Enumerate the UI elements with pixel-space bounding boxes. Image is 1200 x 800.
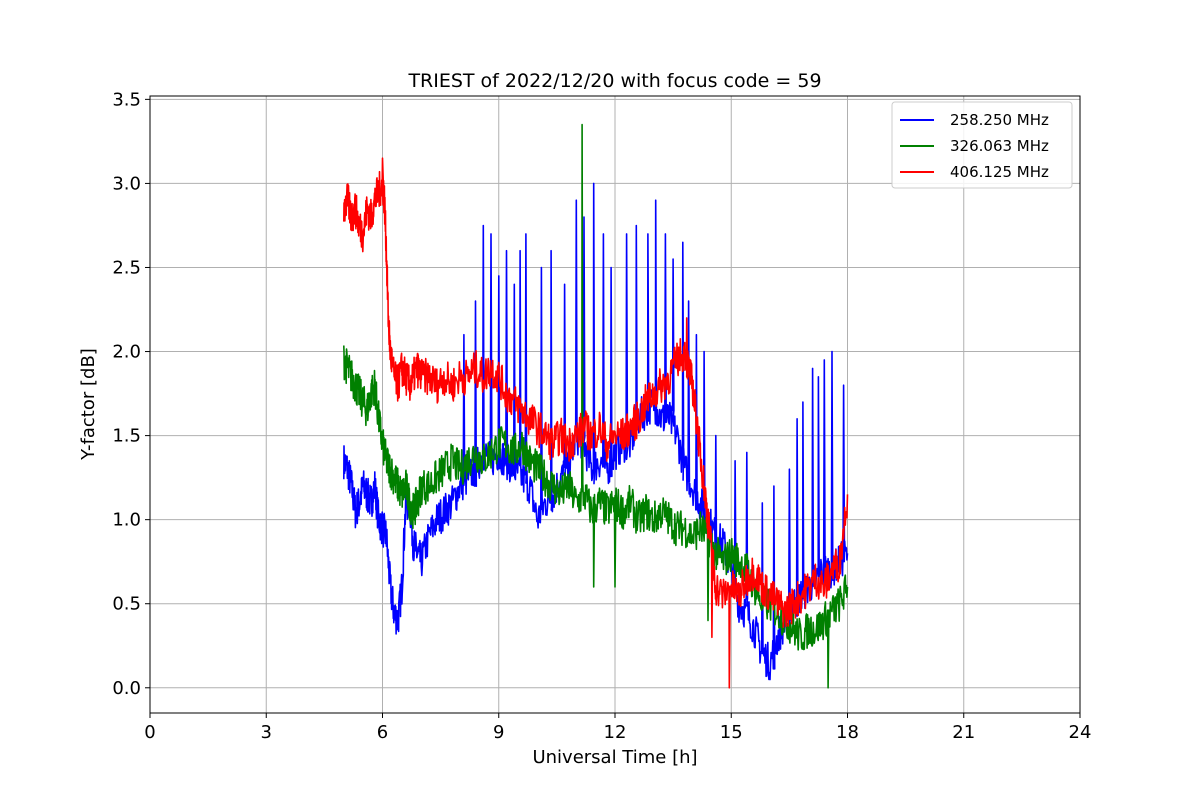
grid <box>149 96 1081 713</box>
y-axis-label: Y-factor [dB] <box>78 348 99 461</box>
x-tick-label: 21 <box>952 722 975 743</box>
axis-ticks: 0 3 6 9 12 15 18 21 24 0.0 0.5 1.0 1.5 2.0 2.5 3.0 3.5 <box>112 89 1091 743</box>
chart-title: TRIEST of 2022/12/20 with focus code = 5… <box>407 70 821 92</box>
y-tick-label: 1.5 <box>112 426 141 447</box>
x-tick-label: 15 <box>720 722 743 743</box>
x-tick-label: 9 <box>493 722 504 743</box>
x-tick-label: 24 <box>1069 722 1092 743</box>
y-tick-label: 0.5 <box>112 594 141 615</box>
y-tick-label: 1.0 <box>112 510 141 531</box>
legend: 258.250 MHz 326.063 MHz 406.125 MHz <box>891 101 1073 189</box>
series-line-1 <box>343 182 849 681</box>
y-tick-label: 0.0 <box>112 678 141 699</box>
x-tick-label: 0 <box>144 722 155 743</box>
x-tick-label: 12 <box>604 722 627 743</box>
legend-frame <box>891 101 1073 189</box>
y-tick-label: 2.0 <box>112 342 141 363</box>
x-axis-label: Universal Time [h] <box>532 747 697 768</box>
legend-label: 258.250 MHz <box>950 111 1049 129</box>
y-tick-label: 3.0 <box>112 173 141 194</box>
y-tick-label: 2.5 <box>112 257 141 278</box>
series-line-3 <box>343 157 849 689</box>
x-tick-label: 3 <box>261 722 272 743</box>
x-tick-label: 6 <box>377 722 388 743</box>
legend-label: 406.125 MHz <box>950 163 1049 181</box>
x-tick-label: 18 <box>836 722 859 743</box>
series-lines <box>343 123 849 689</box>
legend-label: 326.063 MHz <box>950 137 1049 155</box>
y-tick-label: 3.5 <box>112 89 141 110</box>
